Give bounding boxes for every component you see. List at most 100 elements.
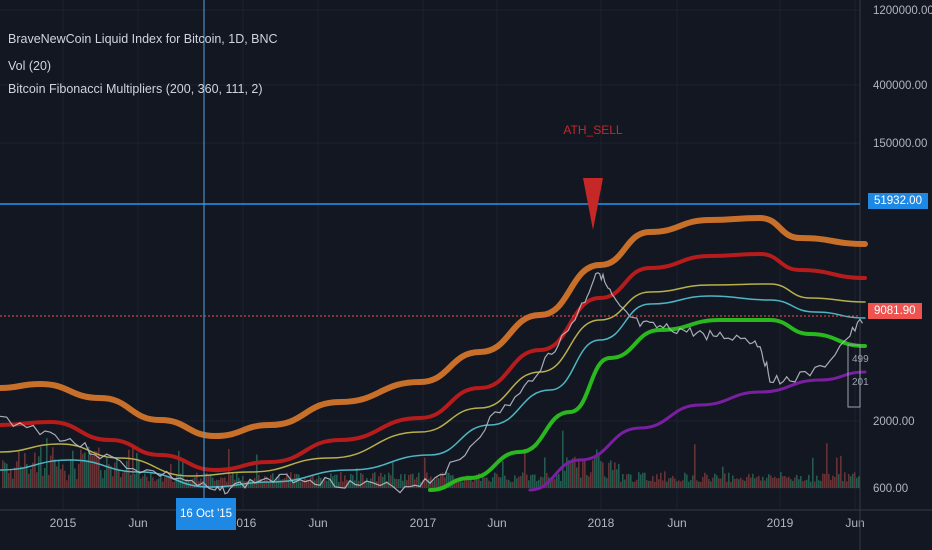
volume-bar xyxy=(560,480,562,488)
volume-bar xyxy=(650,480,652,488)
volume-bar xyxy=(394,478,396,488)
volume-bar xyxy=(840,455,842,488)
volume-bar xyxy=(124,471,126,488)
volume-bar xyxy=(400,474,402,488)
volume-bar xyxy=(366,478,368,488)
volume-bar xyxy=(608,462,610,488)
volume-bar xyxy=(778,478,780,488)
volume-bar xyxy=(362,474,364,488)
volume-bar xyxy=(664,471,666,488)
volume-bar xyxy=(522,472,524,488)
volume-bar xyxy=(506,479,508,488)
volume-bar xyxy=(80,449,82,488)
volume-bar xyxy=(512,481,514,488)
volume-bar xyxy=(68,474,70,488)
volume-bar xyxy=(396,479,398,488)
volume-bar xyxy=(344,475,346,488)
volume-bar xyxy=(534,474,536,488)
volume-bar xyxy=(716,475,718,488)
volume-bar xyxy=(498,476,500,488)
volume-bar xyxy=(844,472,846,488)
volume-bar xyxy=(604,476,606,488)
volume-bar xyxy=(682,480,684,488)
volume-bar xyxy=(810,481,812,488)
volume-bar xyxy=(774,476,776,488)
volume-bar xyxy=(84,452,86,488)
volume-bar xyxy=(224,477,226,488)
volume-bar xyxy=(412,473,414,488)
red-fib-band xyxy=(0,251,867,473)
volume-bar xyxy=(210,474,212,488)
volume-bar xyxy=(816,475,818,488)
volume-bar xyxy=(74,468,76,488)
volume-bar xyxy=(638,472,640,488)
price-axis-tick-label: 600.00 xyxy=(873,483,908,495)
volume-bar xyxy=(446,472,448,488)
volume-bar xyxy=(836,457,838,488)
volume-bar xyxy=(480,480,482,488)
volume-bar xyxy=(326,480,328,488)
volume-bar xyxy=(12,478,14,488)
volume-bar xyxy=(624,479,626,488)
volume-bar xyxy=(528,480,530,488)
volume-bar xyxy=(514,475,516,488)
time-axis-tick-label: Jun xyxy=(845,516,864,530)
volume-bar xyxy=(336,474,338,488)
volume-bar xyxy=(494,472,496,488)
volume-bar xyxy=(48,474,50,488)
legend-volume[interactable]: Vol (20) xyxy=(8,59,52,73)
volume-bar xyxy=(280,479,282,488)
price-axis-tick-label: 1200000.00 xyxy=(873,5,932,17)
volume-bar xyxy=(392,462,394,488)
volume-bar xyxy=(600,461,602,488)
volume-bar xyxy=(644,472,646,488)
volume-bar xyxy=(580,477,582,488)
volume-bar xyxy=(724,473,726,488)
volume-bar xyxy=(346,479,348,488)
volume-bar xyxy=(180,473,182,488)
volume-bar xyxy=(152,477,154,488)
legend-main-title[interactable]: BraveNewCoin Liquid Index for Bitcoin, 1… xyxy=(8,32,278,46)
volume-bar xyxy=(838,474,840,488)
volume-bar xyxy=(834,476,836,488)
volume-bar xyxy=(684,472,686,488)
volume-bar xyxy=(44,468,46,488)
volume-bar xyxy=(542,477,544,488)
volume-bar xyxy=(780,472,782,488)
volume-bar xyxy=(776,478,778,488)
volume-bar xyxy=(318,475,320,488)
time-axis-tick-label: 2016 xyxy=(230,516,257,530)
volume-bar xyxy=(154,481,156,488)
volume-bar xyxy=(300,481,302,488)
volume-bar xyxy=(404,474,406,488)
legend-indicator[interactable]: Bitcoin Fibonacci Multipliers (200, 360,… xyxy=(8,82,263,96)
volume-bar xyxy=(20,466,22,488)
volume-bar xyxy=(148,481,150,488)
volume-bar xyxy=(536,481,538,488)
volume-bar xyxy=(622,474,624,488)
volume-bar xyxy=(26,463,28,488)
volume-bar xyxy=(706,474,708,488)
volume-bar xyxy=(220,477,222,488)
purple-fib-band xyxy=(528,370,867,492)
volume-bar xyxy=(382,476,384,488)
volume-bar xyxy=(126,460,128,488)
volume-bar xyxy=(268,481,270,488)
volume-bar xyxy=(130,474,132,488)
volume-bar xyxy=(786,477,788,488)
volume-bar xyxy=(758,475,760,488)
volume-bar xyxy=(144,473,146,488)
volume-bar xyxy=(558,473,560,488)
volume-bar xyxy=(628,473,630,488)
volume-bar xyxy=(828,473,830,488)
volume-bar xyxy=(772,477,774,488)
volume-bar xyxy=(720,478,722,488)
volume-bar xyxy=(698,481,700,488)
volume-bar xyxy=(686,474,688,488)
volume-bar xyxy=(422,480,424,488)
volume-bar xyxy=(390,475,392,488)
volume-bar xyxy=(208,474,210,488)
volume-bar xyxy=(374,472,376,488)
